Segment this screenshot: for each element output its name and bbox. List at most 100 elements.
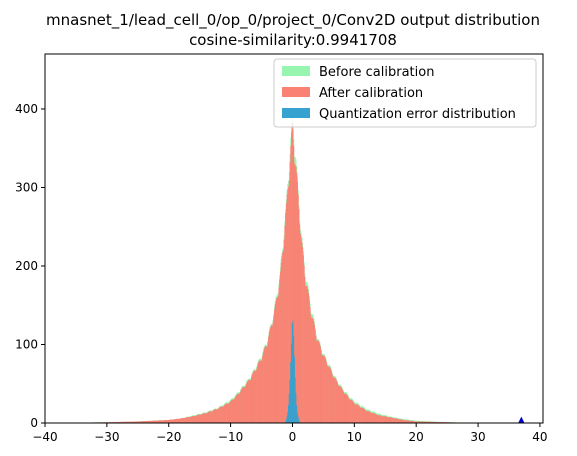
histogram-bar [148,420,150,423]
histogram-bar [381,416,383,423]
histogram-bar [329,367,331,423]
x-axis: −40 −30 −20 −10 0 10 20 30 40 [32,423,548,444]
histogram-bar [244,387,246,423]
histogram-bar [289,162,291,424]
histogram-bar [210,411,212,423]
histogram-bar [331,371,333,423]
histogram-bar [419,421,421,423]
y-tick-label: 400 [15,102,38,116]
histogram-bar [198,414,200,423]
x-tick-label: −40 [32,430,57,444]
x-tick-label: 30 [470,430,485,444]
histogram-bar [118,421,120,423]
histogram-bar [340,386,341,423]
histogram-bar [429,421,431,423]
histogram-bar [181,418,183,423]
histogram-bar [215,409,217,423]
histogram-bar [129,421,131,423]
histogram-bar [397,418,399,423]
histogram-bar [207,411,209,423]
histogram-bar [322,355,324,423]
histogram-bar [403,419,405,423]
legend-label-after: After calibration [319,86,423,101]
histogram-bar [245,386,247,423]
histogram-bar [145,421,147,423]
histogram-bar [232,399,234,423]
histogram-bar [431,421,433,423]
histogram-bar [207,412,209,423]
histogram-bar [399,419,401,423]
histogram-bar [255,371,257,423]
histogram-bar [285,419,287,423]
histogram-bar [288,180,290,423]
histogram-bar [176,418,178,423]
histogram-bar [316,340,318,423]
histogram-bar [140,421,142,423]
histogram-bar [229,401,231,423]
histogram-bar [402,419,404,423]
histogram-bar [320,350,322,423]
histogram-bar [212,410,214,423]
histogram-bar [309,307,311,423]
histogram-bar [224,404,226,423]
histogram-bar [386,416,387,423]
histogram-bar [282,252,284,423]
histogram-bar [167,420,169,423]
histogram-bar [415,421,417,423]
histogram-bar [296,172,298,423]
histogram-bar [283,239,285,423]
histogram-bar [414,421,416,423]
histogram-bar [122,421,124,423]
histogram-bar [301,241,303,423]
histogram-bar [328,366,330,423]
histogram-bar [360,407,362,423]
histogram-bar [434,421,436,423]
histogram-bar [239,391,241,423]
histogram-bar [293,335,295,423]
histogram-bar [252,372,254,423]
histogram-bar [353,402,355,423]
legend-label-error: Quantization error distribution [319,107,516,122]
histogram-bar [193,415,195,423]
y-tick-label: 100 [15,337,38,351]
histogram-bar [178,418,180,423]
histogram-bar [119,421,121,423]
histogram-bar [291,323,293,423]
histogram-bar [186,417,188,423]
histogram-bar [236,394,238,423]
histogram-bar [319,343,321,423]
histogram-bar [130,421,132,423]
histogram-bar [188,417,190,423]
histogram-bar [163,420,165,423]
histogram-bar [245,383,247,423]
histogram-bar [187,417,189,423]
histogram-bar [118,421,120,423]
histogram-bar [369,411,371,423]
histogram-bar [184,418,186,423]
histogram-bar [359,406,361,423]
histogram-bar [405,420,407,423]
histogram-bar [300,236,302,423]
histogram-bar [247,380,249,423]
histogram-bar [307,289,309,423]
histogram-bar [420,421,422,423]
histogram-bar [164,420,166,423]
histogram-bar [337,382,339,423]
histogram-bar [190,416,192,423]
histogram-bar [157,420,159,423]
x-tick-label: 0 [289,430,297,444]
histogram-bar [400,419,402,423]
histogram-bar [401,419,403,423]
x-tick-label: −30 [94,430,119,444]
histogram-bar [395,418,397,423]
histogram-bar [343,393,345,423]
histogram-bar [357,405,359,423]
histogram-bar [185,417,187,423]
histogram-bar [126,421,128,423]
histogram-bar [412,421,414,423]
histogram-bar [189,417,191,423]
histogram-bar [138,421,140,423]
histogram-bar [153,420,155,423]
histogram-bar [263,349,265,423]
histogram-bar [228,402,230,423]
